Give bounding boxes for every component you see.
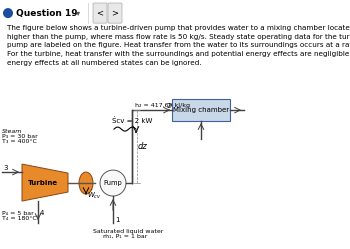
FancyBboxPatch shape	[108, 3, 122, 23]
Text: Ṡcv = 2 kW: Ṡcv = 2 kW	[112, 117, 152, 124]
Ellipse shape	[79, 172, 93, 194]
Text: 2: 2	[167, 103, 171, 109]
Text: Turbine: Turbine	[28, 180, 58, 186]
Text: 3: 3	[3, 165, 7, 171]
Text: P₃ = 30 bar: P₃ = 30 bar	[2, 134, 38, 139]
Text: Question 19: Question 19	[16, 8, 78, 18]
Text: P₄ = 5 bar: P₄ = 5 bar	[2, 211, 34, 216]
Text: 4: 4	[40, 210, 44, 216]
Text: ṁ₁, P₁ = 1 bar: ṁ₁, P₁ = 1 bar	[103, 234, 147, 239]
Text: The figure below shows a turbine-driven pump that provides water to a mixing cha: The figure below shows a turbine-driven …	[7, 25, 350, 66]
Text: Mixing chamber: Mixing chamber	[173, 107, 229, 113]
FancyBboxPatch shape	[172, 99, 230, 121]
Text: h₂ = 417.69 kJ/kg: h₂ = 417.69 kJ/kg	[135, 103, 190, 108]
FancyBboxPatch shape	[93, 3, 107, 23]
Text: T₄ = 180°C: T₄ = 180°C	[2, 216, 37, 221]
Text: dz: dz	[138, 142, 148, 151]
Text: 1: 1	[115, 217, 119, 223]
Text: Saturated liquid water: Saturated liquid water	[93, 229, 163, 234]
Text: $\dot{W}_{cv}$: $\dot{W}_{cv}$	[87, 188, 102, 201]
Text: T₃ = 400°C: T₃ = 400°C	[2, 139, 37, 144]
Text: <: <	[97, 8, 104, 18]
Text: Steam: Steam	[2, 129, 22, 134]
Polygon shape	[22, 164, 68, 201]
Text: >: >	[112, 8, 119, 18]
Text: Pump: Pump	[104, 180, 122, 186]
Text: ▾: ▾	[76, 8, 80, 18]
Circle shape	[100, 170, 126, 196]
Circle shape	[3, 8, 13, 18]
